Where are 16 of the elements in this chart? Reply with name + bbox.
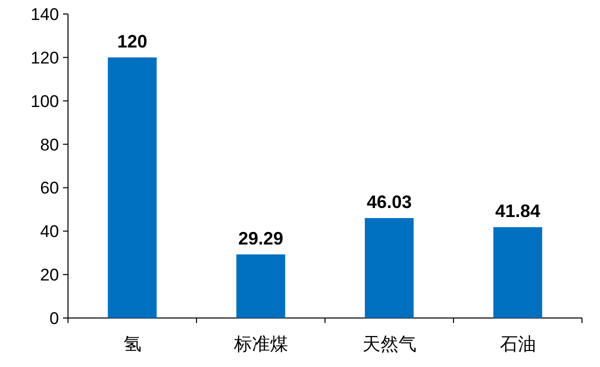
- y-tick-label: 40: [40, 222, 59, 242]
- x-tick-label: 氢: [123, 334, 142, 354]
- data-label: 46.03: [366, 192, 412, 212]
- y-tick-label: 120: [30, 48, 59, 68]
- y-tick-label: 140: [30, 5, 59, 24]
- data-label: 41.84: [495, 201, 540, 222]
- data-label: 120: [117, 31, 148, 52]
- x-tick-label: 石油: [500, 334, 536, 354]
- x-tick-label: 标准煤: [232, 334, 288, 354]
- y-tick-label: 20: [40, 266, 59, 285]
- data-label: 29.29: [238, 228, 284, 248]
- y-tick-label: 100: [30, 92, 59, 111]
- y-tick-label: 60: [40, 178, 59, 198]
- y-tick-label: 0: [50, 309, 59, 328]
- y-tick-label: 80: [40, 135, 59, 154]
- x-tick-label: 天然气: [362, 334, 416, 354]
